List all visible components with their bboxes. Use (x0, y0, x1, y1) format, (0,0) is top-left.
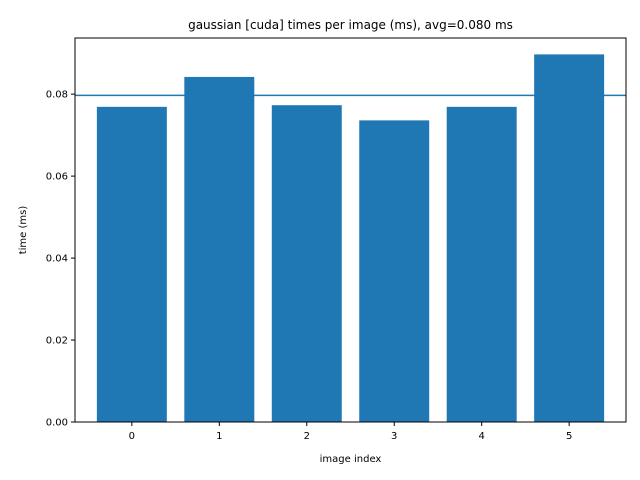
x-tick-label: 2 (304, 431, 310, 442)
y-tick-label: 0.02 (46, 336, 68, 347)
y-tick-label: 0.04 (46, 254, 68, 265)
bars-group (96, 54, 605, 423)
y-tick-label: 0.00 (46, 418, 68, 429)
y-tick-label: 0.08 (46, 90, 68, 101)
bar-3 (359, 120, 430, 422)
y-axis-ticks: 0.00 0.02 0.04 0.06 0.08 (46, 90, 75, 429)
bar-2 (271, 105, 342, 423)
plot-frame (74, 37, 627, 423)
bar-4 (446, 106, 517, 422)
x-tick-label: 4 (479, 431, 485, 442)
x-axis-label: image index (320, 454, 382, 465)
x-tick-label: 1 (216, 431, 222, 442)
bar-5 (534, 54, 605, 423)
x-tick-label: 0 (129, 431, 135, 442)
bar-0 (96, 106, 167, 422)
y-axis-label: time (ms) (18, 206, 29, 255)
x-tick-label: 3 (391, 431, 397, 442)
x-axis-ticks: 0 1 2 3 4 5 (129, 422, 572, 442)
chart-title: gaussian [cuda] times per image (ms), av… (188, 18, 513, 32)
y-tick-label: 0.06 (46, 172, 68, 183)
x-tick-label: 5 (566, 431, 572, 442)
bar-1 (184, 76, 255, 422)
